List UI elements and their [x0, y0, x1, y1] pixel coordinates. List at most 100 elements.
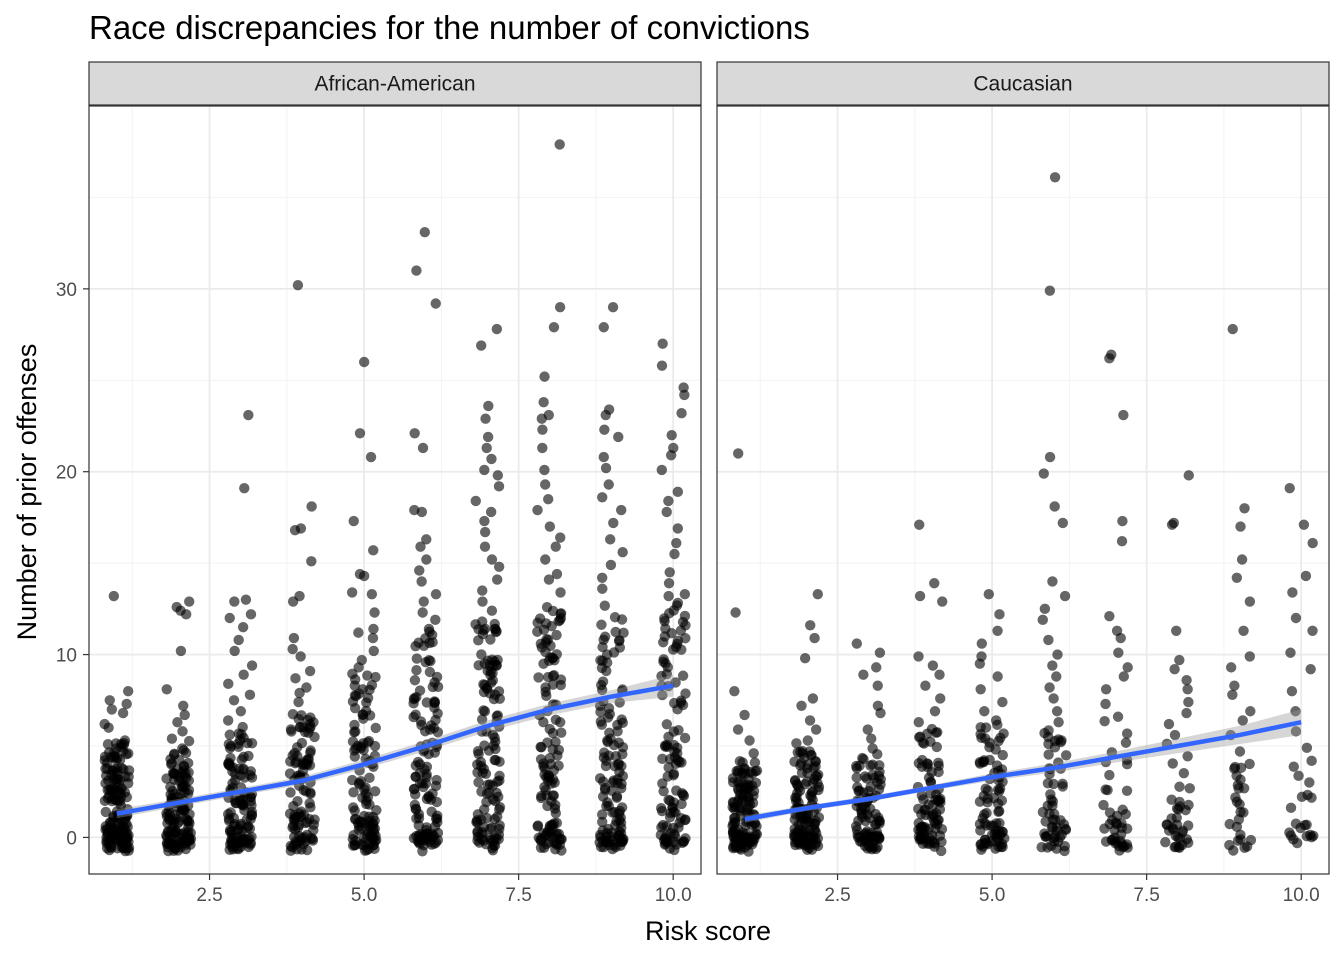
- data-point: [177, 803, 188, 814]
- data-point: [1235, 762, 1247, 774]
- data-point: [223, 758, 234, 769]
- data-point: [358, 713, 369, 724]
- data-point: [230, 775, 241, 786]
- data-point: [246, 772, 258, 783]
- data-point: [1121, 839, 1133, 850]
- data-point: [296, 710, 307, 721]
- data-point: [618, 627, 629, 639]
- data-point: [356, 654, 368, 666]
- data-point: [867, 759, 878, 770]
- data-point: [479, 464, 490, 476]
- data-point: [555, 674, 567, 685]
- data-point: [610, 626, 621, 638]
- data-point: [1228, 845, 1239, 856]
- data-point: [299, 726, 311, 738]
- data-point: [232, 738, 244, 750]
- data-point: [743, 846, 754, 857]
- data-point: [223, 678, 234, 690]
- data-point: [430, 589, 442, 600]
- data-point: [599, 424, 610, 435]
- data-point: [733, 765, 744, 776]
- data-point: [543, 493, 554, 505]
- data-point: [1109, 832, 1120, 843]
- data-point: [670, 758, 681, 770]
- data-point: [539, 464, 550, 476]
- data-point: [112, 764, 123, 775]
- data-point: [346, 587, 358, 598]
- data-point: [292, 280, 304, 291]
- data-point: [614, 814, 625, 826]
- data-point: [1236, 554, 1248, 565]
- data-point: [600, 760, 612, 772]
- data-point: [975, 684, 986, 695]
- data-point: [657, 338, 668, 349]
- data-point: [1104, 769, 1115, 781]
- data-point: [99, 718, 110, 730]
- data-point: [1047, 576, 1058, 587]
- data-point: [418, 781, 429, 793]
- data-point: [729, 685, 740, 697]
- data-point: [550, 714, 562, 725]
- data-point: [308, 717, 319, 728]
- data-point: [916, 761, 928, 772]
- data-point: [673, 724, 684, 736]
- data-point: [164, 809, 176, 820]
- data-point: [597, 655, 608, 666]
- data-point: [666, 429, 677, 441]
- data-point: [858, 753, 869, 765]
- data-point: [862, 724, 873, 735]
- data-point: [1106, 814, 1118, 826]
- data-point: [235, 706, 247, 717]
- data-point: [366, 589, 378, 600]
- data-point: [994, 818, 1005, 829]
- data-point: [540, 554, 551, 565]
- data-point: [119, 827, 130, 838]
- data-point: [1296, 791, 1308, 803]
- data-point: [548, 322, 560, 333]
- data-point: [492, 710, 503, 721]
- data-point: [551, 839, 562, 851]
- data-point: [415, 541, 426, 552]
- data-point: [408, 693, 420, 705]
- data-point: [990, 715, 1002, 726]
- data-point: [432, 681, 444, 693]
- data-point: [550, 808, 562, 819]
- data-point: [594, 700, 606, 712]
- smooth-line: [744, 720, 1302, 822]
- data-point: [617, 749, 628, 760]
- data-point: [535, 842, 547, 853]
- data-point: [494, 756, 505, 767]
- data-point: [1291, 837, 1303, 849]
- data-point: [810, 724, 822, 735]
- data-point: [183, 735, 195, 747]
- data-point: [428, 722, 440, 734]
- data-point: [224, 844, 235, 855]
- data-point: [246, 738, 258, 749]
- data-point: [664, 795, 676, 806]
- data-point: [657, 753, 668, 765]
- data-point: [547, 774, 559, 785]
- data-point: [605, 559, 617, 571]
- data-point: [482, 431, 494, 443]
- data-point: [678, 382, 689, 393]
- data-point: [488, 660, 499, 671]
- data-point: [674, 817, 685, 828]
- data-point: [737, 757, 748, 768]
- facet-label: Caucasian: [973, 73, 1072, 96]
- data-point: [672, 748, 683, 759]
- data-point: [239, 482, 250, 494]
- data-point: [171, 601, 182, 613]
- data-point: [541, 690, 552, 702]
- data-point: [472, 817, 483, 828]
- data-point: [1171, 625, 1182, 636]
- data-point: [295, 651, 306, 662]
- data-point: [532, 821, 543, 832]
- data-point: [658, 785, 669, 797]
- data-point: [284, 808, 296, 819]
- data-point: [806, 787, 818, 798]
- data-point: [304, 798, 315, 809]
- data-point: [291, 844, 303, 855]
- data-point: [913, 717, 924, 728]
- data-point: [481, 788, 493, 799]
- data-point: [858, 669, 869, 680]
